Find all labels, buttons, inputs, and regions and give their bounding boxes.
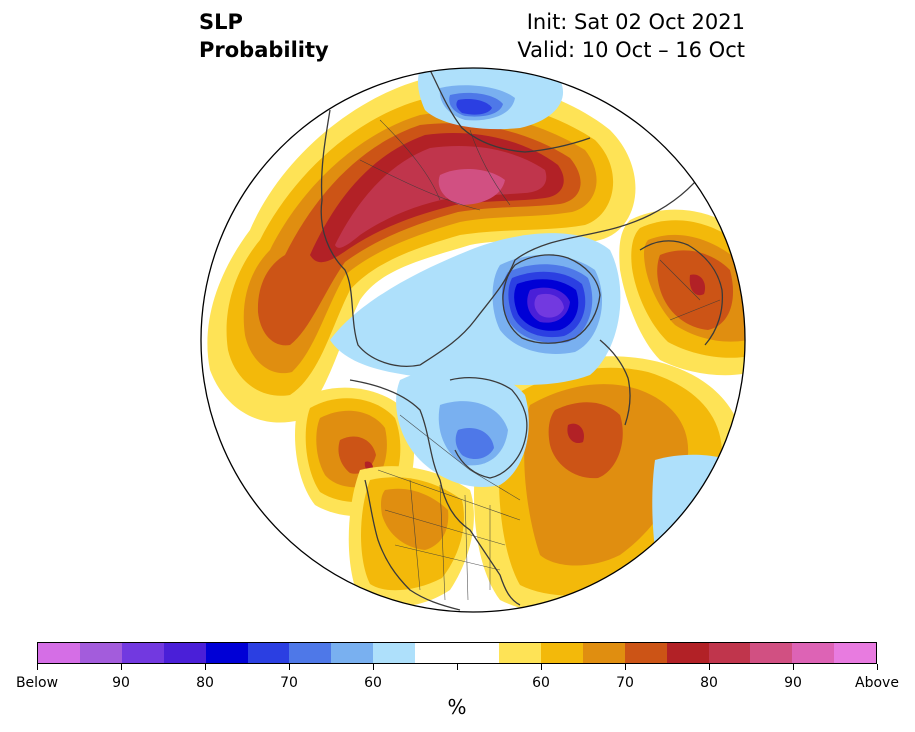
polar-map [200,67,746,613]
colorbar-tick [372,664,374,670]
colorbar-tick [204,664,206,670]
colorbar-tick [120,664,122,670]
europe-above-region [619,209,745,376]
colorbar-swatch [624,643,667,663]
colorbar-tick [708,664,710,670]
colorbar-swatch [79,643,122,663]
colorbar-tick [36,664,38,670]
colorbar-tick [624,664,626,670]
colorbar-tick-label: 90 [784,675,802,691]
colorbar-swatch [666,643,709,663]
colorbar-swatch [205,643,248,663]
map-boundary [200,67,746,613]
colorbar-swatch [750,643,793,663]
colorbar-tick-label: 80 [700,675,718,691]
title-subtitle: Probability [199,38,329,62]
colorbar-swatch [247,643,290,663]
country-borders [359,119,721,601]
title-right: Init: Sat 02 Oct 2021 Valid: 10 Oct – 16… [517,8,745,64]
colorbar-tick-label: 70 [280,675,298,691]
colorbar-swatch [540,643,583,663]
us-above-region [348,466,474,608]
colorbar-swatch [415,643,458,663]
colorbar-tick-label: Above [855,675,899,691]
colorbar-swatch [457,643,499,663]
title-variable: SLP [199,10,243,34]
init-date: Init: Sat 02 Oct 2021 [526,10,745,34]
colorbar-swatch [582,643,625,663]
colorbar [37,642,877,664]
colorbar-tick [288,664,290,670]
colorbar-swatch [121,643,164,663]
colorbar-tick [456,664,458,670]
colorbar-swatch [38,643,80,663]
colorbar-tick [540,664,542,670]
probability-fill [201,68,745,612]
coastlines [320,69,724,611]
colorbar-tick-label: 60 [364,675,382,691]
colorbar-tick [876,664,878,670]
colorbar-tick-label: 70 [616,675,634,691]
colorbar-tick [792,664,794,670]
east-atlantic-below-region [652,454,745,610]
colorbar-unit-label: % [447,695,467,719]
title-left: SLP Probability [199,8,329,64]
colorbar-swatch [163,643,206,663]
colorbar-tick-label: Below [15,675,59,691]
colorbar-swatch [289,643,332,663]
arctic-below-region [330,233,621,385]
colorbar-tick-label: 60 [532,675,550,691]
canada-below-region [396,368,529,488]
eurasia-above-region [207,77,636,423]
colorbar-tick-label: 80 [196,675,214,691]
colorbar-swatch [708,643,751,663]
colorbar-tick-label: 90 [112,675,130,691]
north-below-region [417,68,564,130]
colorbar-swatch [373,643,416,663]
valid-range: Valid: 10 Oct – 16 Oct [517,38,745,62]
colorbar-swatch [331,643,374,663]
colorbar-swatch [498,643,541,663]
colorbar-swatch [834,643,877,663]
colorbar-swatch [792,643,835,663]
